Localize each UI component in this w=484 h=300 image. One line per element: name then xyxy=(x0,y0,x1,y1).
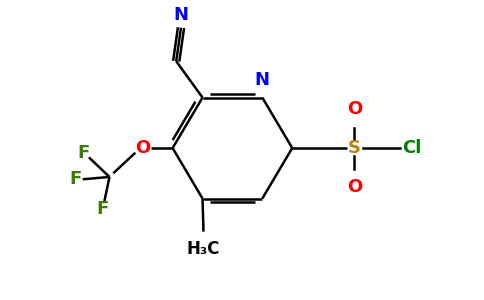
Text: F: F xyxy=(70,170,82,188)
Text: F: F xyxy=(96,200,108,218)
Text: Cl: Cl xyxy=(402,139,422,157)
Text: H₃C: H₃C xyxy=(187,241,220,259)
Text: N: N xyxy=(173,6,188,24)
Text: S: S xyxy=(348,139,361,157)
Text: O: O xyxy=(136,139,151,157)
Text: N: N xyxy=(255,71,270,89)
Text: O: O xyxy=(347,100,362,118)
Text: O: O xyxy=(347,178,362,196)
Text: F: F xyxy=(77,144,89,162)
